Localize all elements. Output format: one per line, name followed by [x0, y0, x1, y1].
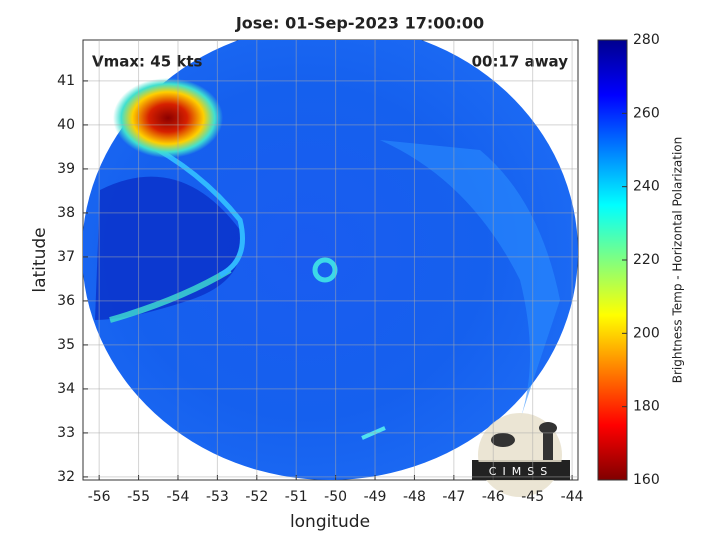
x-tick-label: -48	[403, 489, 426, 505]
x-tick-label: -44	[561, 489, 584, 505]
colorbar-tick-label: 240	[633, 179, 660, 195]
y-tick-label: 32	[57, 469, 75, 485]
y-tick-label: 39	[57, 161, 75, 177]
colorbar-tick-label: 160	[633, 472, 660, 488]
y-tick-label: 38	[57, 205, 75, 221]
y-tick-label: 36	[57, 293, 75, 309]
annotation: Vmax: 45 kts	[92, 53, 202, 71]
title: Jose: 01-Sep-2023 17:00:00	[235, 14, 484, 33]
colorbar-tick-label: 180	[633, 399, 660, 415]
satellite-image	[83, 40, 578, 480]
colorbar-tick-label: 220	[633, 252, 660, 268]
colorbar-tick-label: 200	[633, 325, 660, 341]
x-tick-label: -52	[245, 489, 268, 505]
x-tick-label: -47	[442, 489, 465, 505]
colorbar-tick-label: 280	[633, 32, 660, 48]
y-tick-label: 33	[57, 425, 75, 441]
x-tick-label: -54	[167, 489, 190, 505]
logo-text: CIMSS	[489, 465, 553, 478]
y-tick-label: 35	[57, 337, 75, 353]
colorbar-label: Brightness Temp - Horizontal Polarizatio…	[671, 137, 685, 384]
x-tick-label: -49	[364, 489, 387, 505]
annotation: 00:17 away	[472, 53, 569, 71]
x-tick-label: -55	[127, 489, 150, 505]
x-axis-label: longitude	[290, 512, 370, 532]
y-tick-label: 40	[57, 117, 75, 133]
y-tick-label: 41	[57, 73, 75, 89]
x-tick-label: -51	[285, 489, 308, 505]
x-tick-label: -56	[88, 489, 111, 505]
x-tick-label: -46	[482, 489, 505, 505]
y-tick-label: 34	[57, 381, 75, 397]
y-axis-label: latitude	[30, 227, 50, 292]
x-tick-label: -50	[324, 489, 347, 505]
x-tick-label: -53	[206, 489, 229, 505]
y-tick-label: 37	[57, 249, 75, 265]
x-tick-label: -45	[521, 489, 544, 505]
colorbar-tick-label: 260	[633, 105, 660, 121]
